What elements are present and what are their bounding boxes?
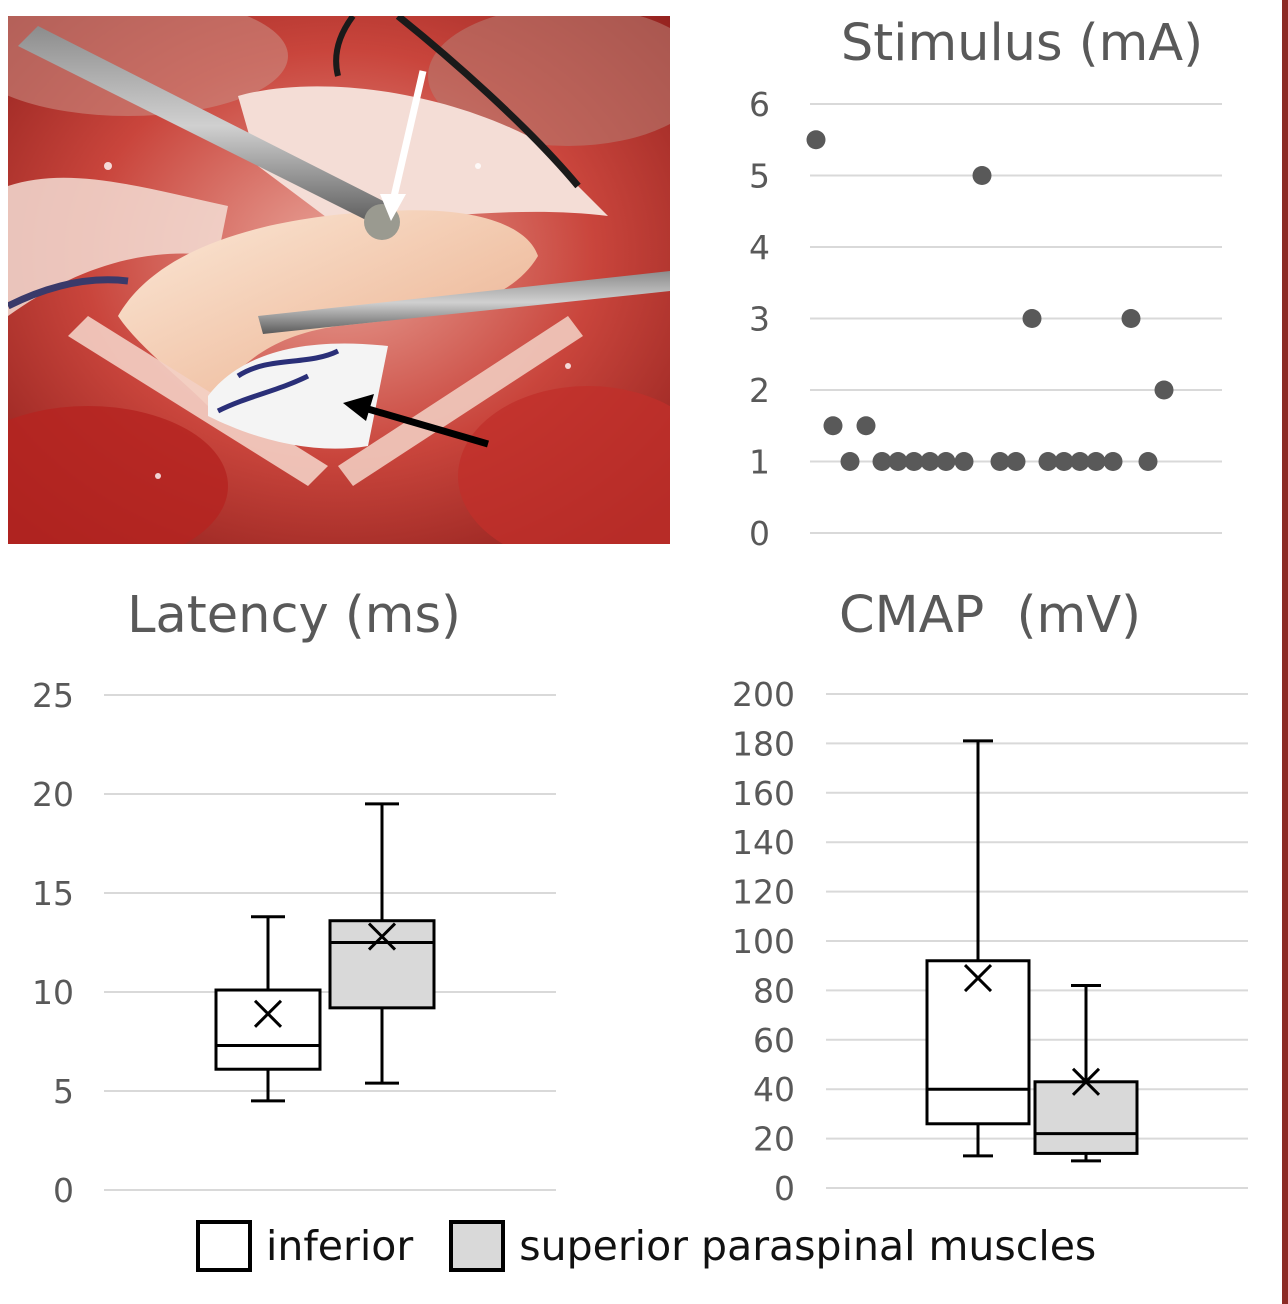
cmap-y-tick: 60 (753, 1021, 795, 1060)
cmap-y-tick: 40 (753, 1070, 795, 1109)
cmap-box-inferior (925, 739, 1031, 1158)
stimulus-point (1022, 309, 1042, 328)
stimulus-y-tick: 3 (749, 300, 770, 339)
stimulus-y-tick: 0 (749, 514, 770, 553)
stimulus-point (1154, 380, 1174, 400)
cmap-y-tick: 140 (732, 823, 795, 862)
legend: inferior superior paraspinal muscles (196, 1216, 1132, 1276)
cmap-y-tick: 180 (732, 724, 795, 763)
box-mean-marker (253, 999, 283, 1028)
cmap-y-tick: 200 (732, 675, 795, 714)
cmap-gridlines (826, 693, 1248, 1189)
stimulus-chart: Stimulus (mA) 0 1 2 3 4 5 6 (749, 14, 1222, 553)
box-mean-marker (963, 963, 993, 993)
legend-swatch-inferior (196, 1220, 252, 1272)
stimulus-point (1103, 452, 1123, 471)
stimulus-point (954, 452, 974, 471)
latency-box-superior (328, 802, 436, 1085)
latency-box-inferior (214, 915, 322, 1103)
latency-y-tick: 10 (32, 973, 74, 1012)
legend-label-inferior: inferior (266, 1222, 414, 1270)
stimulus-point (972, 166, 992, 185)
latency-y-tick: 5 (53, 1072, 74, 1111)
latency-y-tick: 25 (32, 676, 74, 715)
stimulus-point (990, 452, 1010, 471)
latency-y-tick-labels: 0 5 10 15 20 25 (32, 676, 74, 1210)
stimulus-point (823, 416, 843, 436)
stimulus-y-tick: 1 (749, 443, 770, 482)
cmap-y-tick: 160 (732, 774, 795, 813)
cmap-y-tick: 100 (732, 922, 795, 961)
cmap-boxes (925, 739, 1139, 1163)
box-mean-marker (367, 922, 397, 951)
latency-y-tick: 20 (32, 775, 74, 814)
cmap-chart: CMAP (mV) 0 20 40 60 80 100 120 140 160 180 200 (732, 586, 1248, 1208)
stimulus-point (1006, 452, 1026, 471)
stimulus-point (1038, 452, 1058, 471)
cmap-y-tick: 0 (774, 1169, 795, 1208)
box-mean-marker (1071, 1067, 1101, 1096)
box-iqr (214, 988, 322, 1071)
latency-gridlines (104, 694, 556, 1191)
stimulus-y-tick: 2 (749, 371, 770, 410)
box-iqr (1033, 1080, 1139, 1155)
stimulus-y-tick: 4 (749, 228, 770, 267)
latency-y-tick: 0 (53, 1171, 74, 1210)
stimulus-y-tick: 6 (749, 85, 770, 124)
cmap-box-superior (1033, 983, 1139, 1163)
stimulus-point (1086, 452, 1106, 471)
latency-boxes (214, 802, 436, 1103)
stimulus-point (840, 452, 860, 471)
stimulus-point (1054, 452, 1074, 471)
stimulus-point (920, 452, 940, 471)
stimulus-y-tick-labels: 0 1 2 3 4 5 6 (749, 85, 770, 553)
stimulus-point (936, 452, 956, 471)
cmap-y-tick: 120 (732, 873, 795, 912)
stimulus-point (872, 452, 892, 471)
stimulus-point (856, 416, 876, 436)
box-iqr (925, 959, 1031, 1126)
latency-y-tick: 15 (32, 874, 74, 913)
stimulus-point (806, 130, 826, 150)
cmap-y-tick: 20 (753, 1120, 795, 1159)
stimulus-point (1138, 452, 1158, 471)
stimulus-point (888, 452, 908, 471)
stimulus-points (806, 130, 1174, 471)
right-border-strip (1282, 0, 1288, 1304)
surgical-photo (8, 16, 670, 544)
cmap-title: CMAP (mV) (839, 586, 1141, 645)
legend-label-superior: superior paraspinal muscles (519, 1222, 1097, 1270)
cmap-y-tick: 80 (753, 971, 795, 1010)
latency-title: Latency (ms) (127, 586, 461, 645)
stimulus-title: Stimulus (mA) (841, 14, 1203, 73)
stimulus-point (1121, 309, 1141, 328)
stimulus-y-tick: 5 (749, 157, 770, 196)
cmap-y-tick-labels: 0 20 40 60 80 100 120 140 160 180 200 (732, 675, 795, 1208)
stimulus-point (1070, 452, 1090, 471)
legend-swatch-superior (449, 1220, 506, 1272)
latency-chart: Latency (ms) 0 5 10 15 20 25 (32, 586, 556, 1210)
stimulus-point (904, 452, 924, 471)
